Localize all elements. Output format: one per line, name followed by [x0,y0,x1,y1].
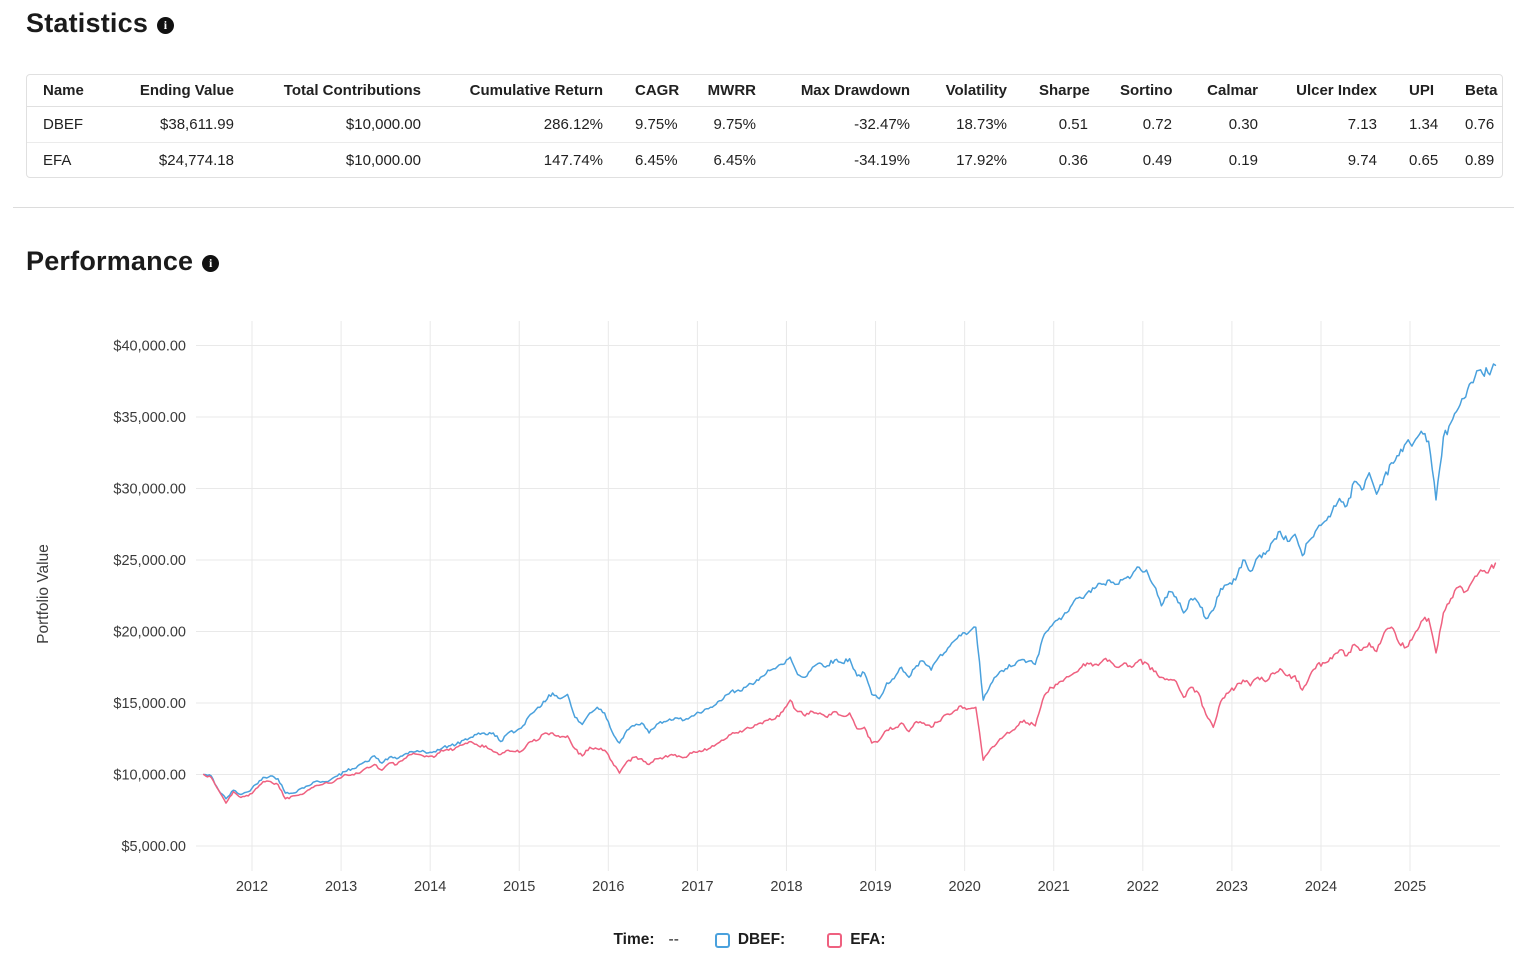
x-axis-tick-label: 2016 [592,879,624,895]
legend-item-label: EFA: [850,931,886,948]
table-cell: -34.19% [772,142,926,177]
x-axis-tick-label: 2021 [1038,879,1070,895]
x-axis-tick-label: 2017 [681,879,713,895]
x-axis-tick-label: 2012 [236,879,268,895]
y-axis-tick-label: $25,000.00 [113,553,186,569]
table-header-cell: Sharpe [1023,75,1104,107]
performance-chart-area: $40,000.00 $35,000.00 $30,000.00 $25,000.00… [0,320,1527,905]
table-header-cell: Max Drawdown [772,75,926,107]
performance-section-header: Performance i [26,246,220,277]
series-line-efa [202,562,1497,804]
table-cell: 0.76 [1465,116,1495,133]
table-header-cell: Cumulative Return [437,75,619,107]
y-axis-tick-label: $30,000.00 [113,482,186,498]
section-divider [13,207,1514,208]
y-axis-tick-label: $20,000.00 [113,625,186,641]
info-icon[interactable]: i [157,16,175,34]
x-axis-tick-label: 2020 [949,879,981,895]
x-axis-tick-label: 2014 [414,879,446,895]
table-header-cell: Ulcer Index [1274,75,1393,107]
table-cell: 0.49 [1104,142,1188,177]
y-axis-tick-label: $10,000.00 [113,768,186,784]
x-axis-tick-label: 2018 [770,879,802,895]
x-axis-tick-label: 2013 [325,879,357,895]
table-cell: 0.51 [1058,116,1088,133]
statistics-section-header: Statistics i [26,8,175,39]
performance-title: Performance [26,246,194,276]
info-icon[interactable]: i [202,254,220,272]
table-cell: 286.12% [543,116,603,133]
table-cell: $10,000.00 [250,142,437,177]
table-header-cell: MWRR [691,75,772,107]
table-cell: 7.13 [1347,116,1377,133]
legend-item-efa[interactable]: EFA: [827,931,886,949]
table-cell: $38,611.99 [160,116,234,133]
table-cell: 6.45% [619,142,691,177]
table-header-cell: Total Contributions [250,75,437,107]
table-header-cell: CAGR [619,75,691,107]
table-header-cell: Beta [1449,75,1502,107]
table-cell: 0.19 [1188,142,1274,177]
table-row: DBEF $38,611.99 $10,000.00 286.12% 9.75% 9.75… [27,107,1502,142]
table-header-cell: Ending Value [116,75,250,107]
table-cell: EFA [27,142,116,177]
table-cell: $24,774.18 [116,142,250,177]
table-header-cell: Name [27,75,116,107]
legend-time-label: Time: [613,931,655,948]
y-axis-title: Portfolio Value [35,544,52,644]
table-cell: 0.72 [1142,116,1172,133]
legend-item-dbef[interactable]: DBEF: [714,931,786,949]
dbef-series-swatch [714,932,730,948]
table-cell: 0.65 [1393,142,1449,177]
legend-time-value: -- [668,931,679,948]
table-header-cell: Sortino [1104,75,1188,107]
table-cell: 147.74% [437,142,619,177]
table-cell: 1.34 [1409,116,1439,133]
table-header-cell: Calmar [1188,75,1274,107]
y-axis-tick-label: $15,000.00 [113,696,186,712]
table-header-row: Name Ending Value Total Contributions Cumul… [27,75,1502,107]
performance-chart[interactable]: $40,000.00 $35,000.00 $30,000.00 $25,000.00… [0,320,1527,905]
table-cell: 0.30 [1228,116,1258,133]
x-axis-tick-label: 2015 [503,879,535,895]
table-cell: 0.89 [1449,142,1502,177]
y-axis-tick-label: $35,000.00 [113,410,186,426]
legend-item-label: DBEF: [737,931,786,948]
x-axis-tick-label: 2023 [1216,879,1248,895]
efa-series-swatch [827,932,843,948]
table-cell: 9.75% [713,116,756,133]
statistics-table-container: Name Ending Value Total Contributions Cumul… [26,74,1503,178]
table-cell: 9.75% [635,116,678,133]
table-cell: 9.74 [1274,142,1393,177]
y-axis-tick-label: $40,000.00 [113,339,186,355]
table-cell: -32.47% [854,116,910,133]
statistics-table: Name Ending Value Total Contributions Cumul… [26,74,1503,178]
x-axis-tick-label: 2025 [1394,879,1426,895]
table-cell: 17.92% [926,142,1023,177]
table-cell: 18.73% [956,116,1007,133]
table-cell: DBEF [43,116,84,133]
table-cell: 0.36 [1023,142,1104,177]
series-line-dbef [202,363,1497,800]
chart-legend: Time: -- DBEF: EFA: [0,928,1527,952]
table-cell: 6.45% [691,142,772,177]
y-axis-tick-label: $5,000.00 [121,839,186,855]
x-axis-tick-label: 2022 [1127,879,1159,895]
table-header-cell: UPI [1393,75,1449,107]
table-row: EFA $24,774.18 $10,000.00 147.74% 6.45% 6.45%… [27,142,1502,177]
x-axis-tick-label: 2019 [859,879,891,895]
statistics-title: Statistics [26,8,149,38]
x-axis-tick-label: 2024 [1305,879,1337,895]
table-cell: $10,000.00 [345,116,421,133]
table-header-cell: Volatility [926,75,1023,107]
